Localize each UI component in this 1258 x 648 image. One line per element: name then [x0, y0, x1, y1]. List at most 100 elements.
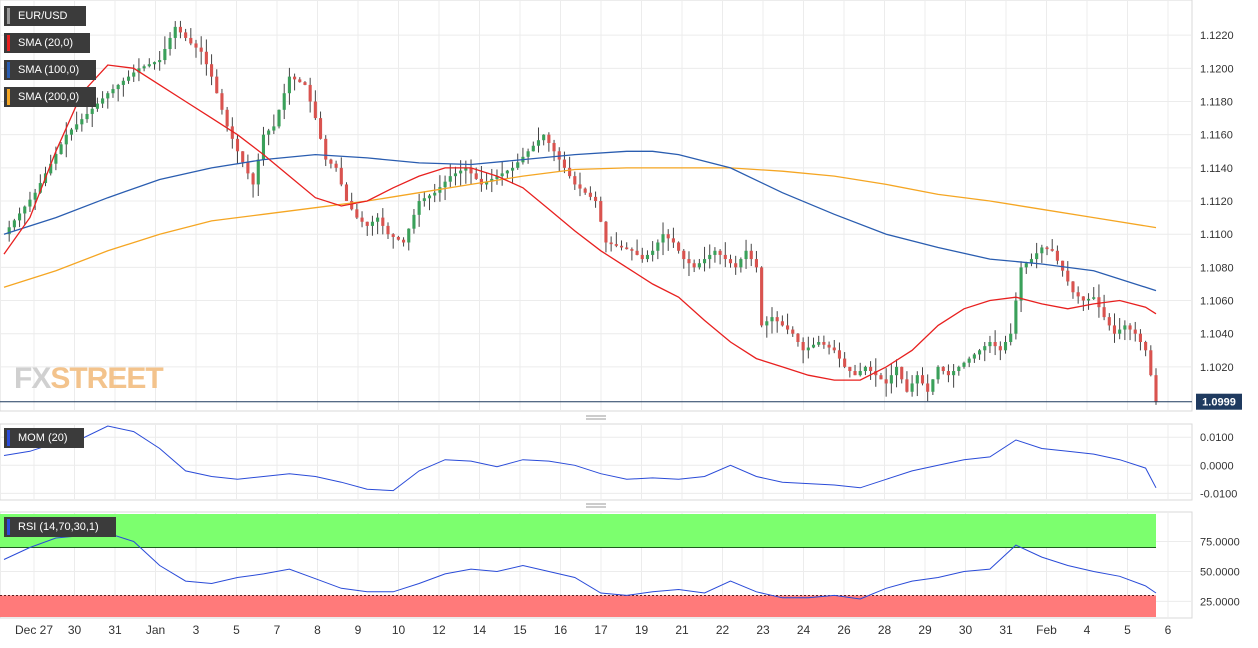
x-tick-label: 5 [233, 623, 240, 637]
candle-body [33, 192, 37, 200]
candle-body [241, 151, 245, 163]
x-tick-label: 16 [554, 623, 568, 637]
candle-body [282, 93, 286, 110]
candle-body [1144, 342, 1148, 351]
x-tick-label: 24 [797, 623, 811, 637]
candle-body [350, 201, 354, 210]
legend-swatch-mom [7, 430, 10, 446]
candle-body [988, 342, 992, 347]
candle-body [490, 178, 494, 182]
candle-body [516, 162, 520, 168]
candle-body [687, 259, 691, 264]
candle-body [889, 375, 893, 384]
candle-body [391, 234, 395, 237]
y-tick-label: 1.1060 [1200, 296, 1234, 308]
candle-body [479, 178, 483, 185]
legend-swatch-sma200 [7, 89, 10, 105]
candle-body [339, 167, 343, 185]
x-tick-label: 7 [274, 623, 281, 637]
candle-body [1149, 350, 1153, 376]
y-tick-label: 1.1020 [1200, 362, 1234, 374]
candle-body [64, 134, 68, 145]
candle-body [355, 209, 359, 218]
candle-body [256, 159, 260, 185]
candle-body [770, 317, 774, 322]
candle-body [427, 195, 432, 199]
candle-body [583, 188, 587, 193]
x-tick-label: Jan [146, 623, 165, 637]
candle-body [189, 37, 193, 44]
candle-body [158, 60, 162, 63]
candle-body [931, 379, 935, 392]
rsi-line [3, 532, 1157, 600]
candle-body [329, 159, 333, 164]
candle-body [500, 173, 504, 177]
pane-splitter-1[interactable] [586, 415, 606, 420]
candle-body [210, 64, 214, 77]
candle-body [1102, 307, 1106, 318]
sma200-line [3, 167, 1157, 288]
candle-body [946, 371, 950, 376]
candle-body [801, 342, 805, 351]
candle-body [1066, 270, 1070, 282]
y-tick-label: 1.1160 [1200, 130, 1233, 142]
candle-body [941, 366, 945, 372]
candle-body [884, 379, 888, 384]
candle-body [1040, 247, 1044, 254]
x-tick-label: 22 [716, 623, 730, 637]
x-tick-label: 31 [999, 623, 1013, 637]
candle-body [1029, 259, 1034, 264]
candle-body [656, 242, 660, 251]
rsi-overbought-zone [0, 514, 1156, 548]
candle-body [651, 250, 655, 255]
candle-body [142, 66, 146, 69]
sma100-line [3, 150, 1157, 292]
x-tick-label: 21 [675, 623, 689, 637]
mom-tick-label: 0.0100 [1200, 432, 1234, 444]
candle-body [822, 342, 826, 345]
candle-body [7, 227, 11, 235]
legend-swatch-rsi [7, 519, 10, 535]
x-tick-label: 3 [193, 623, 200, 637]
candle-body [152, 62, 157, 65]
candle-body [308, 84, 312, 102]
candle-body [49, 163, 53, 174]
candle-body [744, 250, 748, 260]
candle-body [194, 43, 198, 48]
candle-body [568, 167, 572, 177]
candle-body [869, 366, 873, 372]
pane-splitter-2[interactable] [586, 503, 606, 508]
axis-layer: Dec 27 30 31 Jan 3 5 7 8 9 10 12 14 15 16 17 19 21 22 23 24… [15, 30, 1240, 637]
x-tick-label: 23 [756, 623, 770, 637]
logo-fx: FX [14, 362, 51, 395]
candle-body [697, 263, 701, 268]
candle-body [381, 217, 385, 226]
legend-mom[interactable]: MOM (20) [4, 428, 84, 448]
candle-body [267, 130, 271, 135]
legend-rsi[interactable]: RSI (14,70,30,1) [4, 517, 116, 537]
x-tick-label: 17 [594, 623, 608, 637]
legend-label-eurusd: EUR/USD [18, 10, 68, 22]
candle-body [837, 350, 842, 359]
legend-sma200[interactable]: SMA (200,0) [4, 87, 96, 107]
series-layer: 1.0999 [0, 20, 1242, 600]
y-tick-label: 1.1140 [1200, 163, 1233, 175]
candle-body [905, 379, 909, 392]
candle-body [1019, 267, 1023, 301]
y-tick-label: 1.1200 [1200, 63, 1234, 75]
candle-body [526, 151, 530, 157]
legend-swatch-sma20 [7, 35, 10, 51]
candle-body [713, 250, 717, 255]
candle-body [334, 163, 338, 168]
candle-body [220, 93, 224, 110]
candle-body [739, 259, 743, 268]
candle-body [407, 228, 411, 243]
candle-body [303, 82, 307, 85]
candle-body [106, 93, 110, 99]
candle-body [671, 238, 675, 243]
candle-body [578, 184, 582, 189]
legend-sma100[interactable]: SMA (100,0) [4, 60, 96, 80]
legend-sma20[interactable]: SMA (20,0) [4, 33, 90, 53]
legend-eurusd[interactable]: EUR/USD [4, 6, 86, 26]
